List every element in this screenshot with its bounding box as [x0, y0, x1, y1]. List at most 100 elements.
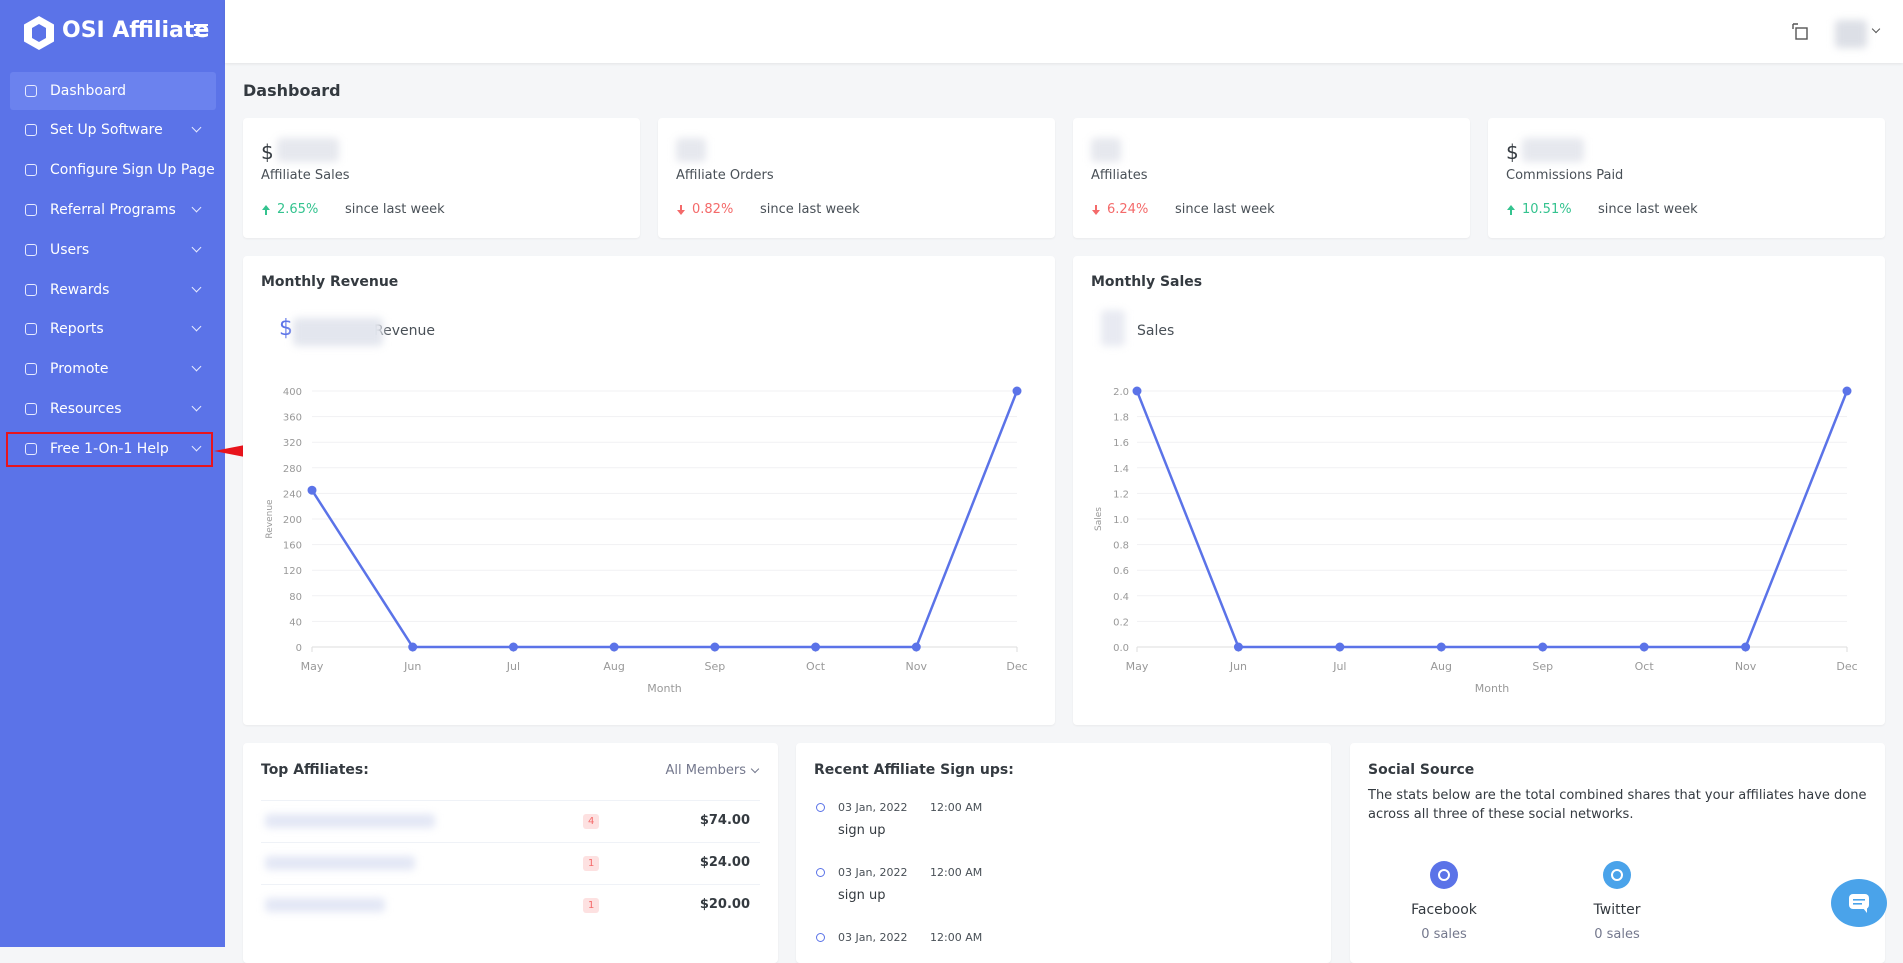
y-tick-label: 400 — [283, 387, 302, 398]
count-badge: 4 — [583, 814, 600, 829]
glyph — [1438, 869, 1450, 881]
page-title: Dashboard — [243, 81, 341, 100]
x-tick-label: Dec — [1006, 660, 1027, 673]
x-tick-label: Oct — [806, 660, 826, 673]
arrow-shape — [1507, 205, 1515, 215]
stat-card: $ Affiliate Sales 2.65% since last week — [243, 118, 640, 238]
stat-card: Affiliate Orders 0.82% since last week — [658, 118, 1055, 238]
count-badge: 1 — [583, 856, 600, 871]
menu-item[interactable]: Rewards — [10, 271, 216, 309]
brand: OSI Affiliate — [62, 18, 210, 43]
count-badge: 1 — [583, 898, 600, 913]
menu-item[interactable]: Users — [10, 231, 216, 269]
menu-label: Promote — [50, 361, 109, 377]
trend-arrow — [1507, 205, 1515, 215]
y-tick-label: 0.8 — [1113, 541, 1129, 552]
menu-item[interactable]: Reports — [10, 310, 216, 348]
menu-icon — [25, 323, 37, 335]
signup-date: 03 Jan, 2022 — [838, 866, 908, 879]
x-tick-label: Jul — [1332, 660, 1346, 673]
trend-change: 0.82% — [692, 202, 734, 217]
menu-icon — [25, 244, 37, 256]
filter[interactable]: All Members — [665, 763, 747, 778]
arrow-shape — [262, 205, 270, 215]
menu-item[interactable]: Dashboard — [10, 72, 216, 110]
timeline-dot — [816, 803, 825, 812]
menu-item[interactable]: Resources — [10, 390, 216, 428]
description: The stats below are the total combined s… — [1368, 788, 1867, 822]
y-axis-label: Revenue — [265, 499, 275, 539]
avatar[interactable] — [1835, 20, 1867, 48]
data-point — [1436, 642, 1446, 652]
stat-label: Commissions Paid — [1506, 168, 1624, 183]
menu-icon — [25, 204, 37, 216]
data-point — [710, 642, 720, 652]
series-line — [1135, 390, 1849, 649]
data-point — [408, 642, 418, 652]
arrow-shape — [677, 205, 685, 215]
x-tick-label: Oct — [1635, 660, 1655, 673]
trend-arrow — [262, 205, 270, 215]
menu-label: Reports — [50, 321, 104, 337]
network-name: Twitter — [1593, 902, 1641, 918]
menu-label: Set Up Software — [50, 122, 163, 138]
amount: $24.00 — [699, 855, 750, 870]
card-title: Social Source — [1368, 762, 1475, 778]
y-tick-label: 320 — [283, 438, 302, 449]
menu-icon — [25, 124, 37, 136]
data-point — [508, 642, 518, 652]
x-tick-label: May — [1126, 660, 1149, 673]
trend-note: since last week — [1598, 202, 1698, 217]
y-tick-label: 360 — [283, 413, 302, 424]
menu-toggle[interactable] — [194, 24, 208, 36]
y-tick-label: 0 — [296, 643, 302, 654]
x-tick-label: Aug — [603, 660, 624, 673]
network-sales: 0 sales — [1594, 927, 1640, 942]
y-tick-label: 1.0 — [1113, 515, 1129, 526]
menu-item[interactable]: Configure Sign Up Page — [10, 151, 216, 189]
signup-time: 12:00 AM — [930, 801, 983, 814]
filter-caret[interactable] — [750, 764, 760, 774]
y-tick-label: 0.4 — [1113, 592, 1129, 603]
menu-icon — [25, 403, 37, 415]
stat-prefix: $ — [261, 140, 274, 164]
sidebar: OSI Affiliate Dashboard Set Up Software Co… — [0, 0, 336, 947]
x-axis-label: Month — [1475, 682, 1510, 695]
network-icon[interactable] — [1430, 861, 1458, 889]
chat-button[interactable] — [1831, 879, 1887, 927]
arrow-shape — [1092, 205, 1100, 215]
amount: $74.00 — [699, 813, 750, 828]
stat-value-blurred — [277, 138, 339, 162]
fullscreen-icon[interactable] — [1792, 23, 1810, 41]
x-tick-label: Sep — [704, 660, 725, 673]
menu-item[interactable]: Set Up Software — [10, 111, 216, 149]
y-tick-label: 0.0 — [1113, 643, 1129, 654]
data-point — [1335, 642, 1345, 652]
y-tick-label: 1.4 — [1113, 464, 1129, 475]
trend-change: 10.51% — [1522, 202, 1572, 217]
menu-item[interactable]: Referral Programs — [10, 191, 216, 229]
affiliate-name-blurred — [265, 814, 435, 828]
menu-label: Free 1-On-1 Help — [50, 441, 169, 457]
data-point — [1233, 642, 1243, 652]
y-tick-label: 80 — [289, 592, 302, 603]
row-divider — [261, 842, 760, 843]
network-icon[interactable] — [1603, 861, 1631, 889]
trend-note: since last week — [345, 202, 445, 217]
data-point — [1538, 642, 1548, 652]
trend-arrow — [1092, 205, 1100, 215]
highlight-box — [6, 432, 213, 467]
y-tick-label: 1.2 — [1113, 489, 1129, 500]
menu-item[interactable]: Promote — [10, 350, 216, 388]
trend-note: since last week — [760, 202, 860, 217]
y-tick-label: 120 — [283, 566, 302, 577]
series-line — [310, 390, 1019, 649]
data-point — [1132, 386, 1142, 396]
trend-arrow — [677, 205, 685, 215]
stat-prefix: $ — [1506, 140, 1519, 164]
menu-item[interactable]: Free 1-On-1 Help — [10, 430, 216, 468]
data-point — [1842, 386, 1852, 396]
topbar — [225, 0, 1903, 63]
stat-label: Affiliate Orders — [676, 168, 774, 183]
